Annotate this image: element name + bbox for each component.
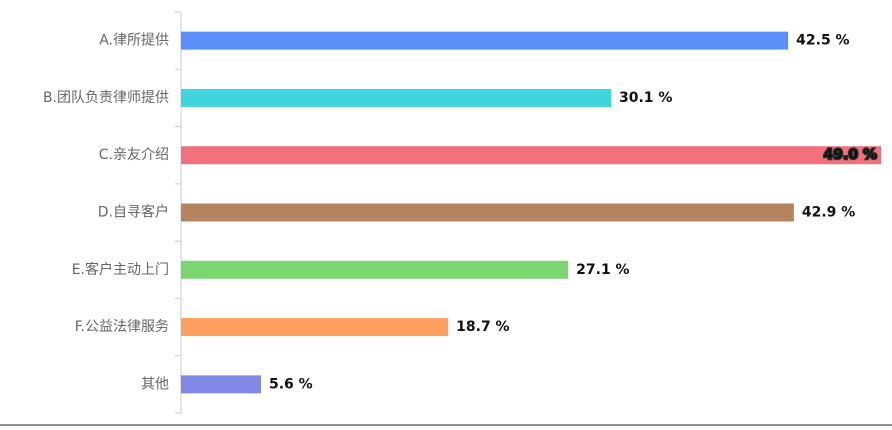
bar: [181, 318, 449, 337]
bar: [181, 203, 794, 222]
bar: [181, 88, 611, 107]
value-label: 27.1 %: [576, 262, 629, 278]
value-label: 42.5 %: [796, 33, 849, 49]
category-label: 其他: [141, 376, 169, 392]
category-label: A.律所提供: [99, 33, 169, 49]
category-label: C.亲友介绍: [99, 147, 169, 163]
bar: [181, 260, 569, 279]
value-label: 18.7 %: [456, 319, 509, 335]
value-label: 5.6 %: [269, 376, 313, 392]
category-label: D.自寻客户: [98, 204, 169, 221]
category-label: F.公益法律服务: [75, 319, 169, 335]
value-label: 30.1 %: [619, 90, 672, 106]
category-label: B.团队负责律师提供: [43, 90, 169, 106]
bar: [181, 375, 261, 394]
category-label: E.客户主动上门: [72, 261, 169, 278]
bar: [181, 146, 881, 165]
bar: [181, 31, 789, 50]
value-label: 49.0 %: [824, 147, 877, 163]
value-label: 42.9 %: [802, 205, 855, 221]
